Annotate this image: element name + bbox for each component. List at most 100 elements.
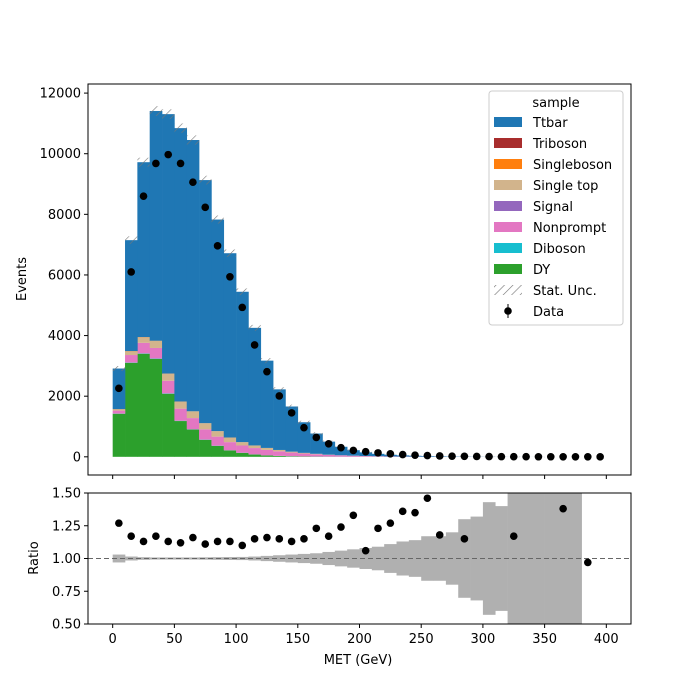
ratio-point bbox=[287, 537, 296, 546]
data-point bbox=[263, 367, 271, 376]
data-point bbox=[189, 178, 197, 187]
ratio-point bbox=[213, 537, 222, 546]
bar-single-top bbox=[248, 445, 262, 449]
ratio-y-tick-label: 1.00 bbox=[52, 552, 81, 567]
bar-ttbar bbox=[236, 291, 249, 443]
ratio-points bbox=[115, 494, 592, 567]
data-point bbox=[460, 452, 469, 461]
bar-single-top bbox=[199, 423, 212, 430]
bar-single-top bbox=[174, 401, 188, 409]
legend-label-ttbar: Ttbar bbox=[532, 116, 568, 131]
ratio-band-bin bbox=[384, 544, 397, 573]
legend-swatch-signal bbox=[494, 201, 522, 211]
ratio-point bbox=[559, 504, 567, 513]
data-point bbox=[584, 452, 592, 461]
bar-dy bbox=[236, 452, 249, 457]
ratio-x-tick-label: 300 bbox=[470, 632, 495, 647]
bar-nonprompt bbox=[186, 418, 200, 430]
data-point bbox=[386, 449, 395, 458]
ratio-band-bin bbox=[544, 493, 558, 624]
ratio-x-tick-label: 250 bbox=[409, 632, 434, 647]
bar-nonprompt bbox=[347, 455, 360, 457]
data-points bbox=[115, 150, 604, 461]
ratio-point bbox=[435, 531, 444, 539]
bar-ttbar bbox=[137, 162, 151, 338]
bar-dy bbox=[199, 439, 212, 457]
data-point bbox=[509, 452, 518, 461]
bar-single-top bbox=[137, 337, 151, 343]
ratio-band-bin bbox=[112, 554, 126, 563]
bar-nonprompt bbox=[137, 342, 151, 354]
ratio-point bbox=[238, 541, 247, 550]
data-point bbox=[374, 449, 382, 457]
legend-swatch-singleboson bbox=[494, 159, 522, 169]
main-y-tick-label: 6000 bbox=[48, 268, 81, 283]
stat-unc-bin bbox=[273, 387, 286, 392]
ratio-point bbox=[349, 511, 358, 520]
bar-ttbar bbox=[285, 406, 299, 452]
ratio-band-bin bbox=[137, 557, 151, 560]
data-point bbox=[337, 443, 345, 452]
main-y-tick-label: 8000 bbox=[48, 208, 81, 223]
data-point bbox=[226, 272, 234, 281]
bar-ttbar bbox=[211, 219, 225, 432]
main-y-tick-label: 10000 bbox=[40, 147, 81, 162]
bar-single-top bbox=[260, 447, 274, 450]
bar-nonprompt bbox=[112, 410, 126, 414]
legend-frame bbox=[488, 90, 624, 326]
bar-nonprompt bbox=[162, 380, 175, 394]
data-point bbox=[398, 450, 407, 459]
bar-ttbar bbox=[149, 111, 163, 341]
bar-nonprompt bbox=[359, 456, 373, 457]
bar-dy bbox=[174, 421, 188, 457]
bar-dy bbox=[186, 429, 200, 457]
legend-label-singleboson: Singleboson bbox=[533, 158, 612, 173]
bar-single-top bbox=[285, 451, 299, 453]
bar-dy bbox=[248, 454, 262, 457]
legend-label-diboson: Diboson bbox=[533, 242, 586, 257]
bar-dy bbox=[260, 455, 274, 457]
bar-nonprompt bbox=[260, 449, 274, 456]
legend-swatch-dy bbox=[494, 264, 522, 274]
ratio-band-bin bbox=[248, 556, 262, 561]
data-point bbox=[127, 268, 135, 276]
ratio-point bbox=[584, 558, 592, 567]
bar-ttbar bbox=[162, 114, 175, 374]
stat-unc-bin bbox=[223, 249, 237, 257]
data-point bbox=[423, 451, 432, 460]
legend-label-triboson: Triboson bbox=[532, 137, 587, 152]
ratio-x-tick-label: 400 bbox=[594, 632, 619, 647]
ratio-point bbox=[176, 538, 185, 547]
bar-nonprompt bbox=[174, 408, 188, 421]
data-point bbox=[522, 452, 530, 461]
main-histogram bbox=[112, 111, 545, 457]
bar-nonprompt bbox=[310, 454, 323, 457]
bar-nonprompt bbox=[199, 429, 212, 440]
stat-unc-bin bbox=[248, 324, 261, 331]
bar-nonprompt bbox=[248, 448, 262, 455]
bar-single-top bbox=[236, 442, 249, 446]
legend-label-data: Data bbox=[533, 305, 564, 320]
legend-label-single-top: Single top bbox=[533, 179, 598, 194]
ratio-point bbox=[164, 537, 173, 546]
ratio-point bbox=[324, 532, 333, 541]
legend: sample Ttbar Triboson Singleboson Single to… bbox=[488, 90, 624, 326]
bar-ttbar bbox=[174, 128, 188, 402]
legend-title: sample bbox=[532, 96, 579, 111]
stat-unc-bin bbox=[297, 420, 311, 424]
data-point bbox=[349, 446, 358, 455]
ratio-band-bin bbox=[408, 540, 422, 577]
ratio-y-tick-label: 0.50 bbox=[52, 618, 81, 633]
data-point bbox=[472, 452, 481, 461]
bar-dy bbox=[137, 353, 151, 457]
ratio-point bbox=[374, 524, 382, 533]
stat-unc-bin bbox=[174, 123, 187, 133]
data-point bbox=[497, 452, 506, 461]
stat-unc-bin bbox=[149, 106, 163, 116]
data-point bbox=[300, 423, 308, 432]
legend-swatch-triboson bbox=[494, 138, 522, 148]
bar-ttbar bbox=[199, 180, 212, 424]
bar-nonprompt bbox=[223, 442, 237, 451]
bar-ttbar bbox=[186, 140, 200, 412]
bar-nonprompt bbox=[236, 445, 249, 453]
